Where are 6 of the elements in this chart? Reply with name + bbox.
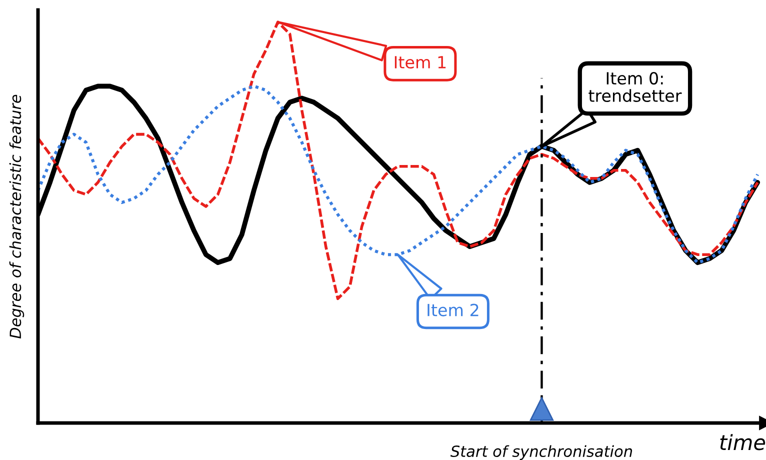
- x-axis-title: time: [720, 434, 766, 450]
- text: Item 0: trendsetter: [588, 72, 682, 102]
- text: Item 2: [428, 304, 478, 316]
- y-axis-title: Degree of characteristic feature: [9, 94, 24, 338]
- text: Start of synchronisation: [450, 445, 632, 460]
- text: Item 1: [394, 56, 446, 69]
